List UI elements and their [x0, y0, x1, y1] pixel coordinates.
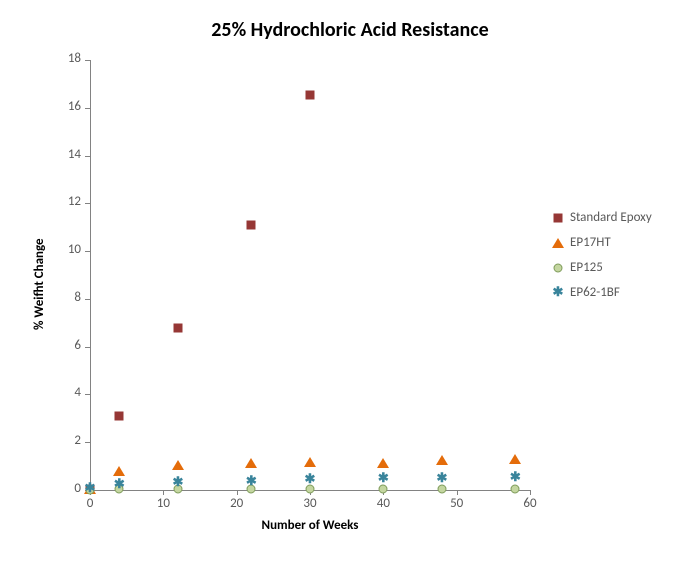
- data-point: ✱: [113, 479, 125, 491]
- data-point: ✱: [552, 287, 564, 299]
- y-tick-mark: [85, 156, 90, 157]
- data-point: [247, 220, 256, 229]
- y-tick-label: 16: [45, 99, 81, 114]
- y-tick-mark: [85, 251, 90, 252]
- y-tick-label: 0: [45, 481, 81, 496]
- legend-label: Standard Epoxy: [570, 210, 652, 225]
- data-point: [115, 411, 124, 420]
- data-point: ✱: [377, 473, 389, 485]
- legend-label: EP17HT: [570, 235, 611, 250]
- legend-item: ✱ EP62-1BF: [552, 285, 652, 300]
- y-tick-label: 14: [45, 147, 81, 162]
- legend-marker: [552, 212, 564, 224]
- x-tick-mark: [237, 490, 238, 495]
- y-tick-mark: [85, 203, 90, 204]
- data-point: ✱: [304, 474, 316, 486]
- legend-label: EP125: [570, 260, 603, 275]
- x-tick-label: 40: [363, 496, 403, 511]
- x-tick-label: 0: [70, 496, 110, 511]
- data-point: [552, 238, 564, 248]
- legend-item: EP17HT: [552, 235, 652, 250]
- x-tick-label: 30: [290, 496, 330, 511]
- data-point: [172, 460, 184, 470]
- data-point: [554, 263, 563, 272]
- y-tick-mark: [85, 299, 90, 300]
- legend-marker: ✱: [552, 287, 564, 299]
- x-tick-label: 20: [217, 496, 257, 511]
- data-point: [554, 213, 563, 222]
- data-point: [304, 457, 316, 467]
- data-point: ✱: [509, 472, 521, 484]
- y-tick-label: 8: [45, 290, 81, 305]
- y-tick-label: 2: [45, 433, 81, 448]
- y-tick-mark: [85, 60, 90, 61]
- data-point: [245, 458, 257, 468]
- legend: Standard Epoxy EP17HT EP125 ✱ EP62-1BF: [552, 210, 652, 310]
- y-tick-label: 4: [45, 385, 81, 400]
- y-tick-mark: [85, 394, 90, 395]
- data-point: [509, 454, 521, 464]
- x-tick-label: 60: [510, 496, 550, 511]
- x-tick-label: 50: [437, 496, 477, 511]
- x-tick-label: 10: [143, 496, 183, 511]
- data-point: [436, 455, 448, 465]
- plot-area: [90, 60, 531, 491]
- y-tick-label: 10: [45, 242, 81, 257]
- data-point: ✱: [84, 483, 96, 495]
- data-point: [174, 323, 183, 332]
- data-point: [306, 90, 315, 99]
- data-point: ✱: [436, 473, 448, 485]
- legend-item: EP125: [552, 260, 652, 275]
- x-tick-mark: [457, 490, 458, 495]
- data-point: [511, 484, 520, 493]
- legend-marker: [552, 237, 564, 249]
- y-tick-label: 12: [45, 194, 81, 209]
- legend-marker: [552, 262, 564, 274]
- chart-container: 25% Hydrochloric Acid Resistance % Weifh…: [0, 0, 700, 575]
- legend-item: Standard Epoxy: [552, 210, 652, 225]
- x-tick-mark: [530, 490, 531, 495]
- data-point: ✱: [245, 476, 257, 488]
- data-point: [113, 466, 125, 476]
- y-tick-mark: [85, 108, 90, 109]
- x-axis-label: Number of Weeks: [90, 518, 530, 533]
- data-point: [377, 458, 389, 468]
- data-point: ✱: [172, 477, 184, 489]
- legend-label: EP62-1BF: [570, 285, 620, 300]
- x-tick-mark: [163, 490, 164, 495]
- chart-title: 25% Hydrochloric Acid Resistance: [0, 18, 700, 42]
- y-tick-label: 6: [45, 338, 81, 353]
- y-tick-mark: [85, 347, 90, 348]
- y-tick-mark: [85, 442, 90, 443]
- y-tick-label: 18: [45, 51, 81, 66]
